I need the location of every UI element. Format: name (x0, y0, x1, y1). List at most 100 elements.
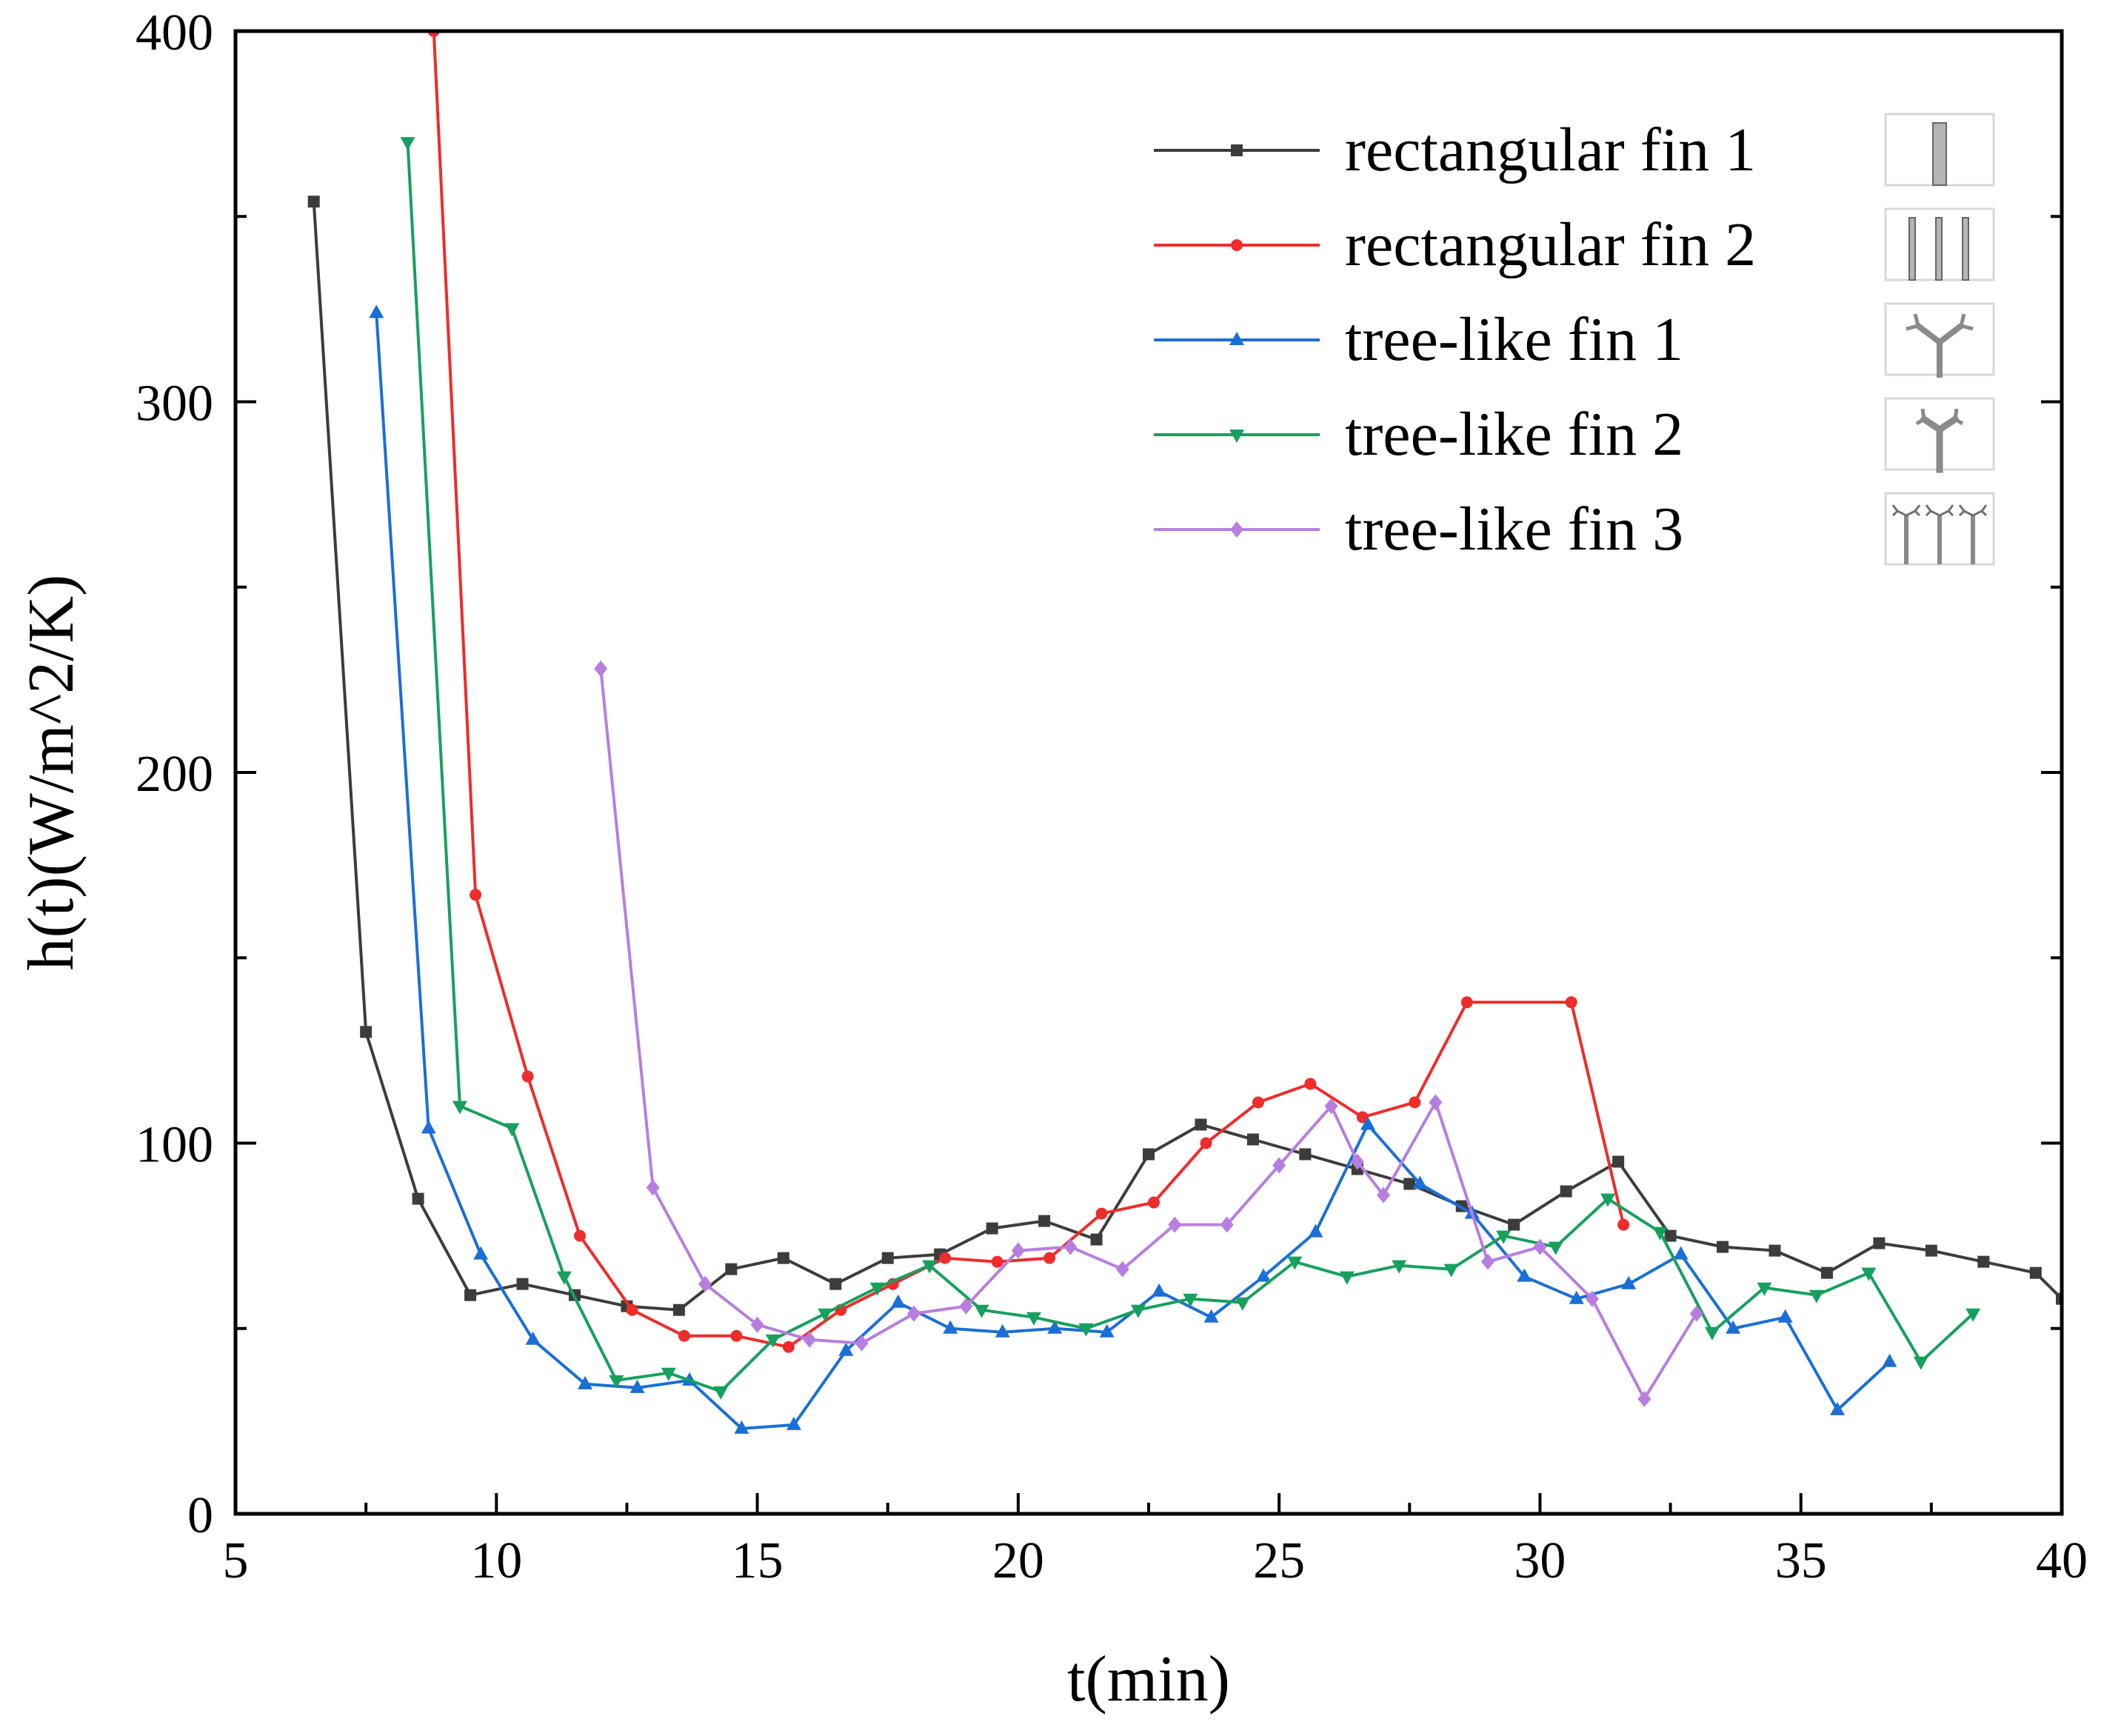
legend-item-rectangular-fin-2: rectangular fin 2 (1154, 210, 1756, 279)
y-tick-label: 200 (136, 746, 213, 803)
data-point-rectangular-fin-1 (1038, 1215, 1051, 1227)
data-point-tree-like-fin-1 (1412, 1175, 1428, 1189)
legend-label: rectangular fin 2 (1345, 210, 1756, 279)
data-point-rectangular-fin-1 (1612, 1155, 1625, 1168)
series-layer (307, 31, 2062, 1434)
data-point-rectangular-fin-2 (626, 1303, 638, 1316)
data-point-tree-like-fin-1 (1726, 1320, 1741, 1334)
tree-like-fin-1-thumbnail (1884, 302, 1995, 378)
data-point-tree-like-fin-3 (1637, 1390, 1652, 1407)
data-point-tree-like-fin-3 (855, 1335, 869, 1352)
data-point-rectangular-fin-2 (1200, 1137, 1212, 1149)
data-point-rectangular-fin-1 (1195, 1118, 1207, 1131)
data-point-rectangular-fin-1 (986, 1222, 998, 1235)
data-point-rectangular-fin-1 (307, 196, 320, 208)
data-point-rectangular-fin-2 (1148, 1196, 1160, 1209)
data-point-tree-like-fin-3 (1689, 1305, 1703, 1322)
legend-item-tree-like-fin-3: tree-like fin 3 (1154, 495, 1683, 564)
data-point-tree-like-fin-2 (1600, 1193, 1616, 1207)
data-point-rectangular-fin-1 (1925, 1244, 1937, 1257)
data-point-rectangular-fin-1 (2029, 1266, 2042, 1279)
data-point-rectangular-fin-2 (939, 1252, 952, 1264)
rectangular-fin-2-thumbnail (1884, 207, 1995, 281)
data-point-tree-like-fin-1 (734, 1420, 749, 1434)
data-point-tree-like-fin-1 (1517, 1268, 1532, 1282)
data-point-tree-like-fin-1 (1099, 1323, 1115, 1338)
data-point-tree-like-fin-3 (1377, 1186, 1391, 1203)
data-point-rectangular-fin-1 (1977, 1255, 1990, 1268)
series-tree-like-fin-3 (594, 660, 1703, 1407)
data-point-rectangular-fin-2 (782, 1341, 795, 1353)
data-point-rectangular-fin-1 (516, 1278, 529, 1290)
data-point-tree-like-fin-2 (661, 1367, 676, 1381)
data-point-rectangular-fin-2 (1304, 1078, 1317, 1090)
data-point-tree-like-fin-3 (1168, 1216, 1182, 1233)
data-point-tree-like-fin-2 (556, 1271, 572, 1285)
data-point-rectangular-fin-1 (881, 1252, 894, 1264)
legend-item-rectangular-fin-1: rectangular fin 1 (1154, 116, 1756, 184)
data-point-tree-like-fin-1 (1256, 1268, 1272, 1282)
data-point-tree-like-fin-3 (803, 1331, 817, 1348)
legend-item-tree-like-fin-1: tree-like fin 1 (1154, 305, 1683, 374)
x-tick-label: 15 (732, 1532, 784, 1589)
data-point-rectangular-fin-2 (521, 1070, 534, 1083)
data-point-tree-like-fin-1 (1047, 1320, 1063, 1334)
data-point-tree-like-fin-3 (1429, 1094, 1443, 1111)
data-point-rectangular-fin-2 (1356, 1111, 1369, 1124)
data-point-tree-like-fin-3 (1480, 1253, 1494, 1270)
x-tick-label: 10 (470, 1532, 522, 1589)
data-point-tree-like-fin-3 (1011, 1242, 1025, 1259)
data-point-tree-like-fin-2 (1809, 1289, 1824, 1303)
data-point-tree-like-fin-2 (818, 1308, 833, 1322)
data-point-tree-like-fin-1 (525, 1331, 541, 1345)
data-point-tree-like-fin-1 (943, 1320, 958, 1334)
legend-label: tree-like fin 1 (1345, 305, 1683, 374)
data-point-tree-like-fin-1 (995, 1323, 1010, 1338)
data-point-tree-like-fin-2 (765, 1334, 781, 1348)
data-point-tree-like-fin-2 (452, 1101, 467, 1115)
data-point-tree-like-fin-3 (1585, 1290, 1599, 1307)
data-point-tree-like-fin-1 (369, 304, 384, 318)
data-point-rectangular-fin-2 (1565, 996, 1577, 1009)
data-point-tree-like-fin-2 (713, 1386, 729, 1400)
data-point-tree-like-fin-2 (869, 1282, 885, 1296)
data-point-tree-like-fin-1 (1152, 1283, 1167, 1297)
y-tick-label: 400 (136, 4, 213, 61)
data-point-rectangular-fin-1 (360, 1026, 373, 1038)
data-point-rectangular-fin-2 (1617, 1218, 1630, 1231)
data-point-tree-like-fin-2 (1704, 1326, 1720, 1341)
data-point-rectangular-fin-2 (730, 1329, 743, 1342)
data-point-rectangular-fin-2 (470, 889, 482, 901)
legend-marker (1231, 239, 1243, 251)
data-point-tree-like-fin-1 (1673, 1246, 1689, 1260)
data-point-rectangular-fin-1 (2056, 1292, 2062, 1305)
data-point-rectangular-fin-1 (829, 1278, 842, 1290)
data-point-tree-like-fin-2 (609, 1375, 624, 1389)
data-point-tree-like-fin-1 (1569, 1290, 1584, 1304)
data-point-tree-like-fin-2 (504, 1123, 520, 1137)
data-point-tree-like-fin-3 (646, 1179, 660, 1196)
legend-label: rectangular fin 1 (1345, 116, 1756, 184)
data-point-tree-like-fin-1 (578, 1375, 593, 1389)
data-point-tree-like-fin-3 (750, 1316, 764, 1333)
data-point-rectangular-fin-2 (1460, 996, 1473, 1009)
data-point-tree-like-fin-2 (1183, 1293, 1198, 1307)
x-tick-label: 35 (1775, 1532, 1827, 1589)
data-point-tree-like-fin-2 (1548, 1241, 1563, 1255)
legend-marker (1229, 332, 1244, 345)
y-tick-label: 100 (136, 1117, 213, 1174)
data-point-rectangular-fin-2 (574, 1229, 587, 1242)
data-point-tree-like-fin-2 (1235, 1297, 1250, 1311)
data-point-tree-like-fin-2 (1130, 1304, 1146, 1318)
tree-like-fin-2-thumbnail (1884, 397, 1995, 473)
data-point-rectangular-fin-1 (1508, 1218, 1520, 1231)
data-point-tree-like-fin-1 (838, 1342, 854, 1356)
data-point-tree-like-fin-2 (1652, 1226, 1668, 1241)
x-tick-label: 30 (1514, 1532, 1566, 1589)
y-axis-title: h(t)(W/m^2/K) (16, 575, 87, 971)
data-point-tree-like-fin-2 (1496, 1230, 1512, 1244)
legend-marker (1231, 144, 1243, 156)
data-point-tree-like-fin-3 (698, 1275, 712, 1292)
data-point-rectangular-fin-2 (1043, 1252, 1056, 1264)
